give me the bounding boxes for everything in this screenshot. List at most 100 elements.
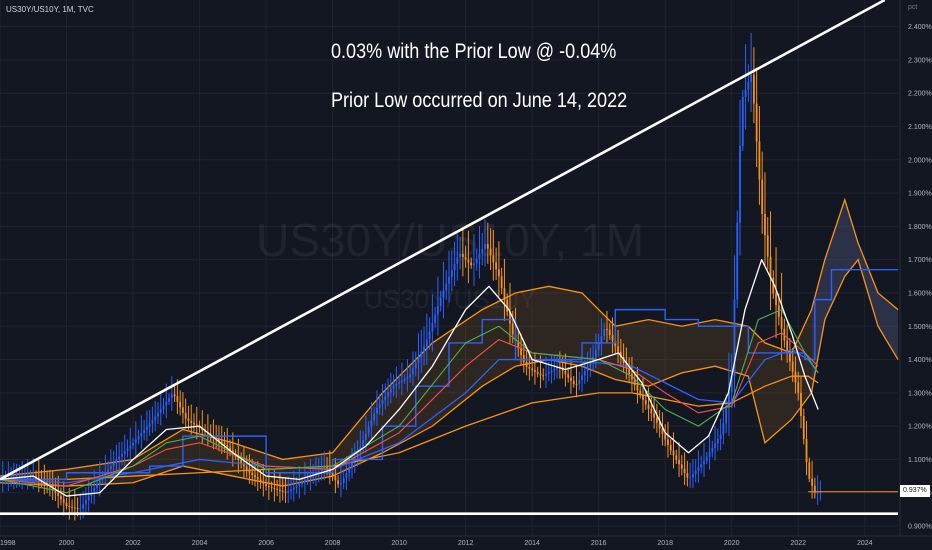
bar-body: [813, 485, 816, 493]
bar-body: [184, 412, 187, 419]
bar-body: [295, 485, 298, 488]
bar-body: [484, 244, 486, 249]
bar-body: [409, 373, 412, 378]
bar-body: [381, 400, 384, 405]
bar-body: [461, 254, 464, 257]
bar-body: [703, 460, 705, 465]
bar-body: [157, 412, 159, 417]
bar-body: [611, 335, 614, 341]
bar-body: [719, 434, 722, 440]
bar-body: [581, 375, 583, 380]
time-axis: 1998 2000 2002 2004 2006 2008 2010 2012 2014 2016…: [0, 535, 932, 547]
bar-body: [764, 213, 766, 236]
bar-body: [245, 466, 248, 470]
bar-body: [578, 379, 581, 385]
bar-body: [481, 248, 484, 254]
bar-body: [639, 390, 642, 396]
bar-body: [636, 385, 639, 391]
bar-body: [423, 346, 425, 352]
bar-body: [730, 376, 733, 392]
bar-body: [442, 290, 445, 298]
bar-body: [420, 351, 423, 358]
bar-body: [140, 433, 143, 437]
bar-body: [243, 463, 245, 467]
x-tick-label: 2006: [258, 540, 274, 547]
bar-body: [628, 368, 631, 374]
bar-body: [248, 469, 251, 473]
bar-body: [159, 409, 162, 413]
bar-body: [739, 145, 741, 223]
bar-body: [93, 487, 96, 492]
bar-body: [733, 299, 736, 377]
x-tick-label: 2000: [59, 540, 75, 547]
bar-body: [550, 370, 553, 373]
y-tick-label: 1.500%: [908, 324, 932, 331]
bar-body: [334, 476, 337, 481]
bar-body: [741, 96, 744, 146]
bar-body: [215, 437, 218, 440]
symbol-header: US30Y/US10Y, 1M, TVC: [6, 5, 94, 14]
bar-body: [65, 502, 68, 507]
bar-body: [187, 418, 190, 421]
bar-body: [811, 478, 813, 486]
x-tick-label: 2024: [857, 540, 873, 547]
bar-body: [254, 474, 256, 478]
bar-body: [708, 452, 711, 457]
bar-body: [819, 491, 822, 493]
bar-body: [597, 342, 600, 350]
bar-body: [376, 407, 378, 414]
bar-body: [664, 433, 667, 440]
bar-body: [76, 508, 79, 510]
bar-body: [179, 401, 182, 408]
y-tick-label: 2.300%: [908, 57, 932, 64]
bar-body: [655, 417, 658, 423]
bar-body: [287, 491, 290, 493]
trendline-group: [0, 0, 886, 481]
bar-body: [356, 452, 359, 458]
bar-body: [453, 263, 456, 271]
bar-body: [351, 462, 353, 468]
bar-body: [478, 253, 481, 259]
bar-body: [525, 362, 528, 367]
bar-body: [556, 367, 558, 369]
bar-body: [143, 429, 146, 434]
y-tick-label: 1.900%: [908, 191, 932, 198]
x-tick-label: 2014: [524, 540, 540, 547]
bar-body: [689, 477, 692, 479]
bar-body: [40, 479, 43, 482]
cloud-lower-line: [0, 258, 899, 487]
bar-body: [772, 277, 775, 294]
bar-body: [437, 306, 439, 315]
bar-body: [791, 361, 794, 373]
bar-body: [170, 394, 173, 399]
bar-body: [373, 413, 376, 421]
bar-body: [73, 507, 76, 509]
cloud-upper-line: [0, 197, 899, 477]
bar-body: [348, 467, 351, 473]
bar-body: [575, 384, 578, 386]
bar-body: [650, 408, 653, 414]
bar-body: [392, 385, 395, 389]
bar-body: [511, 323, 514, 335]
bar-body: [151, 420, 154, 424]
bar-body: [570, 377, 572, 381]
bar-body: [132, 442, 134, 446]
bar-body: [134, 439, 137, 443]
ma-green-line: [0, 309, 819, 494]
bar-body: [112, 462, 115, 467]
bar-body: [647, 404, 650, 409]
bar-body: [126, 448, 129, 452]
ma-white-line: [0, 259, 819, 497]
bar-body: [428, 331, 431, 340]
bar-body: [123, 451, 126, 454]
bar-body: [492, 255, 495, 263]
bar-body: [115, 459, 118, 463]
bar-body: [370, 420, 373, 427]
bar-body: [262, 481, 265, 484]
bar-body: [273, 487, 276, 489]
bar-body: [367, 426, 370, 434]
x-tick-label: 2022: [790, 540, 806, 547]
bar-body: [619, 351, 622, 358]
ma-red-line: [0, 332, 819, 487]
